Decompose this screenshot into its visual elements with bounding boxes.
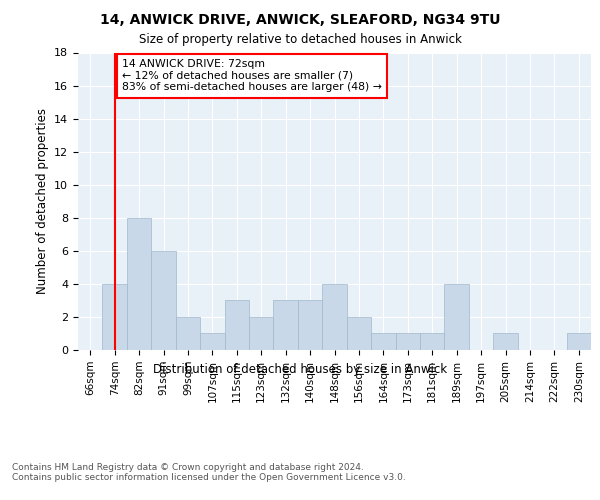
Bar: [298, 300, 322, 350]
Bar: [127, 218, 151, 350]
Text: Distribution of detached houses by size in Anwick: Distribution of detached houses by size …: [153, 362, 447, 376]
Text: Contains HM Land Registry data © Crown copyright and database right 2024.
Contai: Contains HM Land Registry data © Crown c…: [12, 462, 406, 482]
Text: 14, ANWICK DRIVE, ANWICK, SLEAFORD, NG34 9TU: 14, ANWICK DRIVE, ANWICK, SLEAFORD, NG34…: [100, 12, 500, 26]
Bar: [151, 251, 176, 350]
Bar: [224, 300, 249, 350]
Bar: [371, 334, 395, 350]
Bar: [274, 300, 298, 350]
Y-axis label: Number of detached properties: Number of detached properties: [35, 108, 49, 294]
Text: Size of property relative to detached houses in Anwick: Size of property relative to detached ho…: [139, 32, 461, 46]
Bar: [249, 317, 274, 350]
Bar: [200, 334, 224, 350]
Bar: [395, 334, 420, 350]
Bar: [347, 317, 371, 350]
Bar: [566, 334, 591, 350]
Text: 14 ANWICK DRIVE: 72sqm
← 12% of detached houses are smaller (7)
83% of semi-deta: 14 ANWICK DRIVE: 72sqm ← 12% of detached…: [122, 59, 382, 92]
Bar: [103, 284, 127, 350]
Bar: [420, 334, 445, 350]
Bar: [322, 284, 347, 350]
Bar: [445, 284, 469, 350]
Bar: [493, 334, 518, 350]
Bar: [176, 317, 200, 350]
